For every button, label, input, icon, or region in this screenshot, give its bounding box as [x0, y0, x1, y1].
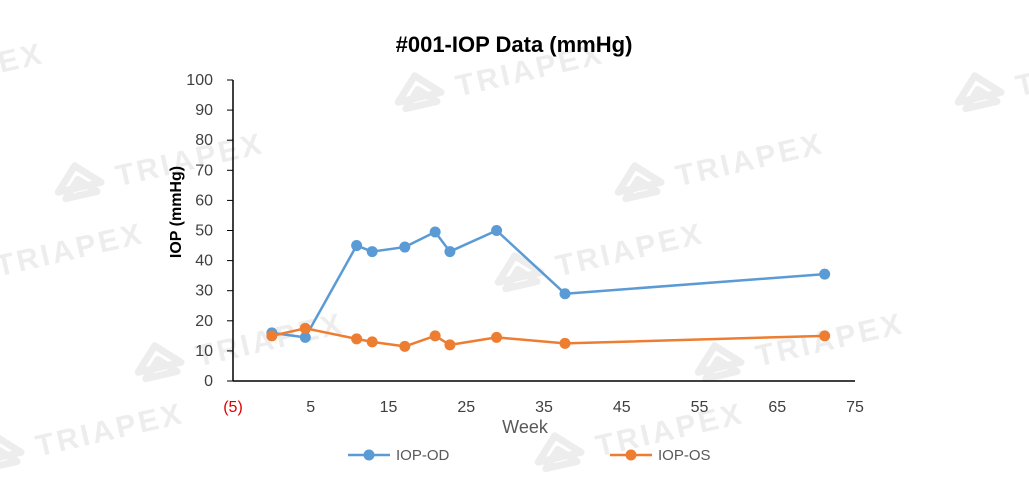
watermark-logo: TRIAPEX — [0, 217, 147, 283]
x-tick-label: 15 — [380, 399, 398, 416]
watermark-logo: TRIAPEX — [694, 307, 908, 383]
data-point — [429, 330, 441, 342]
data-point — [559, 288, 571, 300]
series — [266, 225, 831, 352]
legend-item: IOP-OD — [348, 447, 450, 464]
watermark-logo: TRIAPEX — [954, 37, 1029, 113]
series-iop-os — [266, 322, 831, 352]
watermark-logo: TRIAPEX — [0, 37, 47, 103]
data-point — [559, 337, 571, 349]
series-line — [271, 327, 825, 348]
data-point — [399, 340, 411, 352]
x-axis-title: Week — [502, 417, 549, 437]
data-point — [399, 241, 411, 253]
y-tick-label: 20 — [195, 313, 213, 330]
watermark-logo: TRIAPEX — [614, 127, 828, 203]
y-tick-label: 40 — [195, 253, 213, 270]
data-point — [351, 333, 363, 345]
y-tick-label: 90 — [195, 102, 213, 119]
legend-marker — [363, 449, 375, 461]
watermark-text: TRIAPEX — [113, 127, 268, 193]
x-tick-label: 75 — [846, 399, 864, 416]
watermark-text: TRIAPEX — [553, 217, 708, 283]
y-tick-label: 30 — [195, 283, 213, 300]
data-point — [491, 225, 503, 236]
data-point — [819, 330, 831, 342]
x-tick-label: 25 — [457, 399, 475, 416]
data-point — [429, 226, 441, 238]
x-tick-label: 35 — [535, 399, 553, 416]
watermark-logo: TRIAPEX — [0, 397, 188, 473]
x-tick-label: (5) — [223, 399, 243, 416]
x-tick-label: 65 — [768, 399, 786, 416]
watermark-text: TRIAPEX — [753, 307, 908, 373]
legend-marker — [625, 449, 637, 461]
data-point — [266, 330, 278, 342]
y-tick-label: 50 — [195, 223, 213, 240]
x-tick-label: 45 — [613, 399, 631, 416]
data-point — [351, 240, 363, 252]
x-tick-labels: (5) 5 15 25 35 45 55 65 75 — [223, 399, 864, 416]
y-tick-label: 70 — [195, 162, 213, 179]
data-point — [491, 331, 503, 343]
watermark-text: TRIAPEX — [0, 37, 47, 103]
watermark-text: TRIAPEX — [0, 217, 147, 283]
chart-title: #001-IOP Data (mmHg) — [396, 32, 633, 57]
y-tick-label: 80 — [195, 132, 213, 149]
y-tick-label: 60 — [195, 192, 213, 209]
y-tick-labels: 0 10 20 30 40 50 60 70 80 90 100 — [186, 72, 233, 390]
data-point — [444, 339, 456, 351]
data-point — [444, 246, 456, 258]
watermark-text: TRIAPEX — [33, 397, 188, 463]
watermark-text: TRIAPEX — [673, 127, 828, 193]
legend-item: IOP-OS — [610, 447, 711, 464]
data-point — [299, 331, 311, 343]
watermark-logo: TRIAPEX — [54, 127, 268, 203]
x-tick-label: 55 — [691, 399, 709, 416]
watermark-text: TRIAPEX — [1013, 37, 1029, 103]
y-tick-label: 0 — [204, 373, 213, 390]
y-tick-label: 100 — [186, 72, 213, 89]
y-tick-label: 10 — [195, 343, 213, 360]
data-point — [366, 336, 378, 348]
legend-label: IOP-OS — [658, 447, 711, 464]
watermark-logo: TRIAPEX — [534, 397, 747, 473]
data-point — [819, 268, 831, 280]
x-tick-label: 5 — [306, 399, 315, 416]
data-point — [299, 322, 311, 334]
legend: IOP-OD IOP-OS — [348, 447, 711, 464]
series-line — [271, 229, 825, 339]
data-point — [366, 246, 378, 258]
y-axis-title: IOP (mmHg) — [168, 166, 185, 258]
watermark-logo: TRIAPEX — [134, 307, 347, 383]
series-iop-od — [266, 225, 831, 343]
legend-label: IOP-OD — [396, 447, 450, 464]
